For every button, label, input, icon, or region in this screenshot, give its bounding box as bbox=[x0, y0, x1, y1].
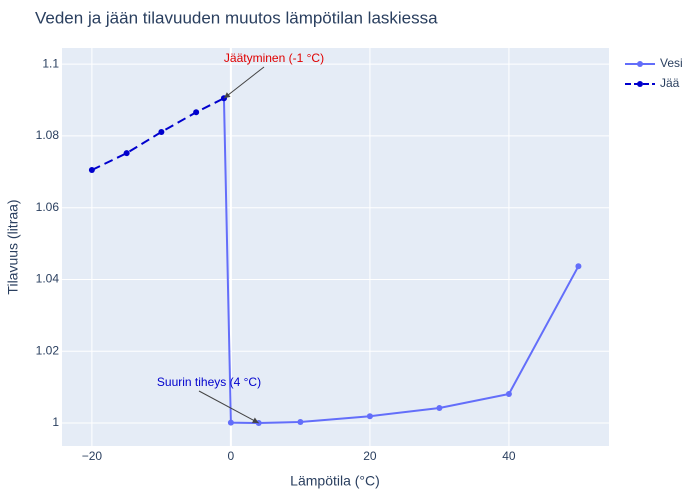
legend-marker bbox=[637, 61, 643, 67]
marker bbox=[436, 404, 443, 411]
y-axis-title: Tilavuus (litraa) bbox=[5, 199, 21, 294]
y-tick-label: 1.08 bbox=[36, 128, 60, 142]
marker bbox=[88, 167, 95, 174]
x-axis-title: Lämpötila (°C) bbox=[290, 473, 380, 489]
legend-label: Jää bbox=[660, 76, 680, 90]
legend-marker bbox=[637, 81, 643, 87]
marker bbox=[366, 413, 373, 420]
annotation-text: Jäätyminen (-1 °C) bbox=[224, 51, 324, 65]
y-tick-label: 1 bbox=[52, 415, 59, 429]
arrow-head bbox=[251, 417, 259, 424]
marker bbox=[505, 390, 512, 397]
y-tick-label: 1.02 bbox=[36, 343, 60, 357]
line bbox=[222, 98, 580, 425]
annotation-arrow bbox=[198, 390, 259, 424]
arrow-head bbox=[223, 92, 231, 99]
marker bbox=[227, 419, 234, 426]
x-tick-label: 40 bbox=[502, 449, 516, 463]
marker bbox=[575, 263, 582, 270]
plot-area bbox=[62, 48, 609, 446]
y-tick-label: 1.06 bbox=[36, 200, 60, 214]
y-tick-label: 1.04 bbox=[36, 272, 60, 286]
line bbox=[91, 97, 225, 171]
y-tick-label: 1.1 bbox=[42, 56, 59, 70]
chart-title: Veden ja jään tilavuuden muutos lämpötil… bbox=[35, 8, 438, 27]
annotation-text: Suurin tiheys (4 °C) bbox=[157, 375, 261, 389]
x-tick-label: 20 bbox=[363, 449, 377, 463]
marker bbox=[123, 150, 130, 157]
marker bbox=[158, 128, 165, 135]
marker bbox=[297, 418, 304, 425]
legend-label: Vesi bbox=[660, 56, 683, 70]
x-tick-label: 0 bbox=[228, 449, 235, 463]
annotation-arrow bbox=[223, 66, 265, 99]
x-tick-label: −20 bbox=[82, 449, 103, 463]
marker bbox=[193, 109, 200, 116]
